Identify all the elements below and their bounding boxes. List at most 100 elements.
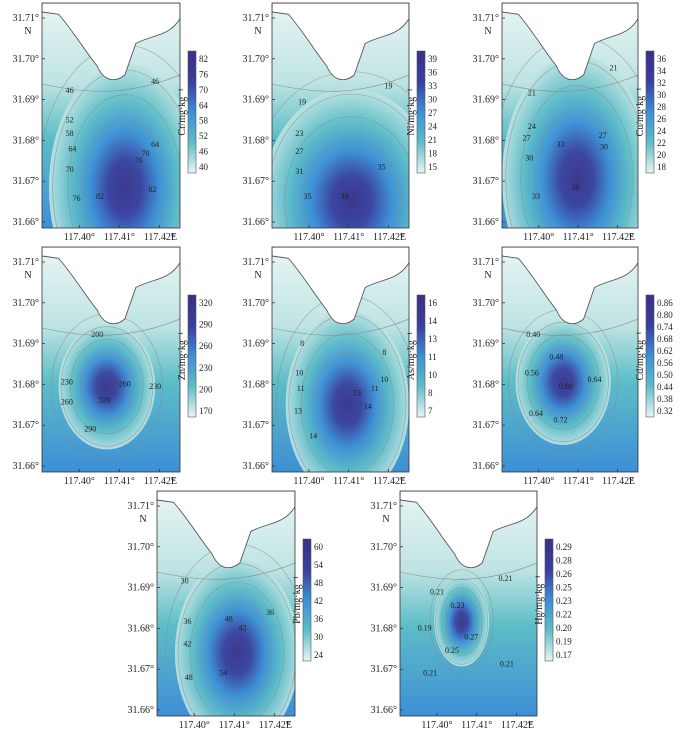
longitude-tick-label: 117.41°: [333, 476, 364, 487]
contour-label: 0.21: [423, 669, 437, 678]
latitude-tick-label: 31.68°: [13, 135, 40, 146]
longitude-tick-label: 117.42°: [501, 720, 532, 731]
colorbar-tick-label: 48: [314, 578, 324, 588]
colorbar-tick-label: 22: [657, 138, 666, 148]
colorbar-tick-label: 36: [657, 54, 667, 64]
longitude-tick-label: 117.41°: [104, 476, 135, 487]
contour-label: 21: [610, 64, 618, 73]
contour-label: 11: [297, 384, 305, 393]
latitude-tick-label: 31.70°: [13, 54, 40, 65]
colorbar-tick-label: 0.29: [556, 542, 572, 552]
latitude-tick-label: 31.68°: [473, 379, 500, 390]
colorbar: [544, 538, 554, 662]
longitude-tick-label: 117.42°: [144, 476, 175, 487]
contour-line: [70, 338, 144, 435]
contour-label: 290: [84, 425, 96, 434]
contour-line: [502, 318, 638, 336]
latitude-tick-label: 31.70°: [473, 298, 500, 309]
contour-label: 0.40: [526, 330, 540, 339]
colorbar-title: Zn/mg·kg⁻¹: [177, 332, 188, 380]
contour-label: 35: [378, 163, 386, 172]
land-area: [42, 247, 180, 325]
colorbar-tick-label: 0.68: [657, 334, 673, 344]
land-area: [502, 3, 638, 81]
latitude-tick-label: 31.71°: [371, 501, 398, 512]
colorbar: [187, 294, 197, 418]
colorbar-tick-label: 10: [428, 370, 438, 380]
contour-label: 76: [73, 194, 81, 203]
latitude-tick-label: 31.68°: [13, 379, 40, 390]
north-label: N: [24, 26, 31, 37]
colorbar-tick-label: 290: [199, 320, 213, 330]
contour-label: 58: [66, 129, 74, 138]
contour-line: [520, 85, 634, 228]
latitude-tick-label: 31.68°: [473, 135, 500, 146]
colorbar-tick-label: 0.23: [556, 596, 572, 606]
latitude-tick-label: 31.70°: [243, 54, 270, 65]
contour-label: 48: [185, 673, 193, 682]
north-label: N: [24, 270, 31, 281]
colorbar-tick-label: 18: [428, 149, 438, 159]
concentration-hotspot: [58, 323, 156, 450]
latitude-tick-label: 31.66°: [371, 705, 398, 716]
panel-ni: 19 19 23 27 31 35 35 39 31.71° 31.70° 31.69° 31.68°…: [243, 2, 438, 243]
colorbar-tick-label: 21: [428, 135, 437, 145]
colorbar-tick-label: 7: [428, 406, 433, 416]
contour-line: [400, 562, 537, 580]
colorbar-tick-label: 14: [428, 316, 438, 326]
contour-label: 36: [571, 183, 579, 192]
colorbar-tick-label: 0.44: [657, 382, 673, 392]
colorbar-tick-label: 0.20: [556, 623, 572, 633]
latitude-tick-label: 31.68°: [128, 623, 155, 634]
contour-label: 31: [295, 167, 303, 176]
contour-label: 13: [294, 407, 302, 416]
contour-line: [42, 74, 180, 92]
colorbar-tick-label: 26: [657, 114, 667, 124]
latitude-tick-label: 31.71°: [13, 13, 40, 24]
colorbar-tick-label: 0.74: [657, 322, 673, 332]
latitude-tick-label: 31.71°: [13, 257, 40, 268]
longitude-tick-label: 117.40°: [523, 476, 554, 487]
contour-label: 0.21: [430, 588, 444, 597]
land-area: [42, 3, 180, 81]
longitude-tick-label: 117.42°: [144, 232, 175, 243]
map-frame: [41, 246, 181, 473]
latitude-tick-label: 31.67°: [128, 664, 155, 675]
land-area: [272, 3, 409, 81]
contour-label: 14: [364, 402, 372, 411]
colorbar-tick-label: 60: [314, 542, 324, 552]
colorbar-tick-label: 170: [199, 406, 213, 416]
contour-label: 200: [91, 330, 103, 339]
colorbar-tick-label: 32: [657, 78, 666, 88]
colorbar-tick-label: 52: [199, 131, 208, 141]
land-area: [400, 491, 537, 569]
latitude-tick-label: 31.69°: [371, 583, 398, 594]
colorbar-tick-label: 36: [428, 68, 438, 78]
colorbar-tick-label: 0.25: [556, 583, 572, 593]
contour-label: 8: [300, 339, 304, 348]
contour-line: [272, 318, 409, 336]
north-label: N: [382, 514, 389, 525]
contour-label: 46: [66, 86, 74, 95]
colorbar-tick-label: 0.22: [556, 610, 572, 620]
north-label: N: [254, 270, 261, 281]
colorbar-tick-label: 0.17: [556, 650, 572, 660]
colorbar-tick-label: 40: [199, 162, 209, 172]
colorbar: [645, 294, 655, 418]
latitude-tick-label: 31.67°: [243, 420, 270, 431]
colorbar-tick-label: 24: [314, 650, 324, 660]
contour-label: 0.48: [549, 353, 563, 362]
colorbar-tick-label: 24: [657, 126, 667, 136]
contour-line: [60, 326, 154, 447]
contour-label: 64: [151, 140, 159, 149]
contour-line: [190, 581, 284, 716]
longitude-tick-label: 117.42°: [373, 476, 404, 487]
colorbar-title: Hg/mg·kg⁻¹: [534, 575, 545, 624]
latitude-tick-label: 31.66°: [128, 705, 155, 716]
colorbar-tick-label: 200: [199, 384, 213, 394]
contour-line: [67, 94, 180, 228]
contour-label: 320: [98, 395, 110, 404]
contour-label: 0.19: [418, 624, 432, 633]
